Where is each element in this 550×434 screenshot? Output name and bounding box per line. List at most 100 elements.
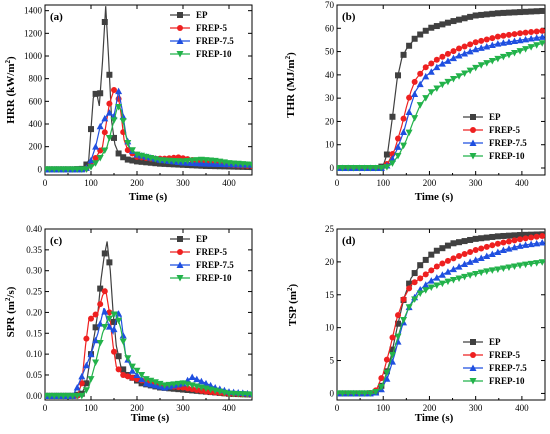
data-point xyxy=(417,275,424,282)
data-point xyxy=(202,157,210,164)
legend-label: FREP-7.5 xyxy=(489,363,527,373)
data-point xyxy=(411,296,419,303)
data-point xyxy=(455,52,463,59)
x-tick-label: 0 xyxy=(335,403,340,413)
data-point xyxy=(394,143,402,150)
panel-label: (d) xyxy=(342,235,356,247)
data-point xyxy=(339,390,347,397)
legend: EP FREP-5 FREP-7.5 FREP-10 xyxy=(170,10,234,59)
data-point xyxy=(395,312,402,319)
data-point xyxy=(115,317,123,325)
data-point xyxy=(78,380,85,387)
data-point xyxy=(411,35,418,42)
data-point xyxy=(489,35,496,42)
data-point xyxy=(377,383,385,391)
legend-marker xyxy=(470,352,476,358)
data-point xyxy=(96,122,104,130)
data-point xyxy=(427,284,435,292)
data-point xyxy=(55,166,63,173)
x-tick-label: 400 xyxy=(515,403,529,413)
data-point xyxy=(494,248,502,256)
data-point xyxy=(538,239,545,246)
data-point xyxy=(450,48,457,55)
data-point xyxy=(411,270,418,277)
data-point xyxy=(82,166,90,173)
x-tick-label: 300 xyxy=(469,178,483,188)
legend-label: FREP-5 xyxy=(489,350,520,360)
data-point xyxy=(92,311,99,318)
data-point xyxy=(128,363,136,371)
series-frep-10 xyxy=(337,40,545,172)
x-tick-label: 100 xyxy=(376,403,390,413)
legend-label: FREP-10 xyxy=(196,273,232,283)
data-point xyxy=(478,37,485,44)
data-point xyxy=(383,375,391,382)
data-point xyxy=(174,380,182,388)
data-point xyxy=(350,390,358,397)
data-point xyxy=(115,366,122,373)
data-point xyxy=(433,63,441,71)
data-point xyxy=(92,336,100,344)
data-point xyxy=(433,274,441,281)
data-point xyxy=(395,72,402,79)
data-point xyxy=(101,288,108,295)
panel-label: (b) xyxy=(342,11,356,23)
data-point xyxy=(461,260,469,268)
x-tick-label: 400 xyxy=(222,178,236,188)
legend: EP FREP-5 FREP-7.5 FREP-10 xyxy=(170,234,234,283)
data-point xyxy=(105,109,113,116)
y-tick-label: 1000 xyxy=(24,51,43,61)
data-point xyxy=(383,369,391,377)
legend-label: EP xyxy=(196,234,208,244)
y-tick-label: 0.00 xyxy=(26,391,42,401)
y-tick-label: 10 xyxy=(325,140,335,150)
data-point xyxy=(422,281,430,288)
legend-label: FREP-10 xyxy=(196,49,232,59)
data-point xyxy=(383,151,390,158)
data-point xyxy=(472,64,480,72)
legend-marker xyxy=(470,127,476,133)
data-point xyxy=(106,71,113,78)
panel-label: (c) xyxy=(50,235,63,247)
y-tick-label: 15 xyxy=(325,290,335,300)
x-tick-label: 300 xyxy=(176,178,190,188)
data-point xyxy=(417,70,424,77)
data-point xyxy=(378,375,385,382)
data-point xyxy=(500,239,507,246)
data-point xyxy=(472,271,480,278)
data-point xyxy=(538,40,545,47)
data-point xyxy=(510,37,518,45)
y-tick-label: 400 xyxy=(29,119,43,129)
data-point xyxy=(366,390,374,397)
x-tick-label: 200 xyxy=(130,178,144,188)
data-point xyxy=(124,355,132,362)
plot-frame xyxy=(336,4,546,176)
data-point xyxy=(533,260,541,267)
data-point xyxy=(510,243,518,251)
data-point xyxy=(105,315,113,323)
data-point xyxy=(528,234,535,241)
data-point xyxy=(538,259,545,266)
data-point xyxy=(120,371,127,378)
data-point xyxy=(138,375,146,383)
data-point xyxy=(478,245,485,252)
data-point xyxy=(422,287,430,294)
data-point xyxy=(422,64,429,71)
y-tick-label: 60 xyxy=(325,23,335,33)
data-point xyxy=(389,346,396,353)
data-point xyxy=(450,18,457,25)
data-point xyxy=(455,73,463,80)
series-frep-10 xyxy=(337,259,545,397)
data-point xyxy=(101,308,109,315)
data-point xyxy=(449,54,457,62)
data-point xyxy=(184,157,192,165)
data-point xyxy=(483,243,490,250)
data-point xyxy=(197,377,205,385)
data-point xyxy=(337,390,341,397)
data-point xyxy=(527,240,535,248)
data-point xyxy=(46,166,54,173)
data-point xyxy=(339,165,347,172)
series-frep-10 xyxy=(45,104,252,173)
panel-hrr: HRR (kW/m2) Time (s) (a) 0 100 200 300 400 0 2… xyxy=(4,4,253,203)
data-point xyxy=(499,39,507,46)
